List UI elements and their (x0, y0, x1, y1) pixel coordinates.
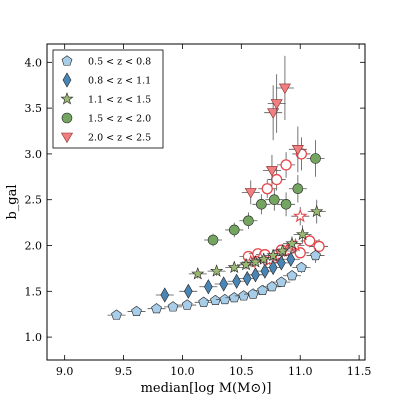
y-tick-label: 4.0 (25, 56, 43, 69)
data-point (228, 292, 240, 303)
data-point (293, 208, 308, 223)
data-point (286, 270, 298, 281)
y-tick-label: 1.0 (25, 331, 43, 344)
data-point (313, 240, 325, 253)
data-point (227, 260, 241, 274)
legend-entry: 0.5 < z < 0.8 (88, 57, 151, 68)
x-tick-label: 9.0 (56, 365, 74, 378)
series-4 (241, 55, 307, 205)
series-1 (155, 251, 300, 303)
data-point (285, 236, 299, 250)
data-points (107, 55, 329, 320)
x-axis-label: median[log M(M⊙)] (141, 381, 272, 396)
data-point (131, 305, 142, 317)
x-tick-label: 11.5 (347, 365, 372, 378)
data-point (291, 145, 304, 156)
legend-entry: 1.5 < z < 2.0 (88, 114, 151, 125)
data-point (294, 247, 306, 259)
series-0 (107, 248, 325, 320)
data-point (207, 234, 219, 246)
x-axis: 9.0 9.5 10.0 10.5 11.0 11.5 (56, 44, 371, 378)
plot-frame (46, 43, 366, 361)
y-axis: 1.0 1.5 2.0 2.5 3.0 3.5 4.0 (25, 56, 365, 344)
y-tick-label: 3.0 (25, 148, 43, 161)
data-point (269, 194, 280, 206)
data-point (268, 259, 278, 276)
data-point (244, 188, 257, 199)
data-point (160, 287, 170, 303)
y-tick-label: 2.5 (25, 194, 43, 207)
data-point (280, 159, 292, 171)
data-point (181, 299, 193, 310)
data-point (310, 249, 321, 261)
data-point (204, 279, 213, 295)
data-point (286, 251, 296, 267)
series-2 (188, 199, 326, 280)
data-point (232, 273, 241, 289)
data-point (151, 303, 162, 314)
data-point (242, 270, 252, 287)
data-point (260, 263, 270, 279)
data-point (261, 183, 273, 195)
y-tick-label: 2.0 (25, 240, 43, 253)
data-point (310, 204, 324, 218)
y-axis-label: b_gal (5, 184, 20, 219)
data-point (257, 252, 271, 265)
data-point (303, 235, 316, 247)
data-point (276, 244, 290, 257)
data-point (266, 248, 280, 262)
data-point (239, 257, 253, 271)
data-point (243, 215, 254, 227)
legend-marker (61, 112, 73, 124)
data-point (191, 267, 205, 280)
data-point (257, 284, 268, 295)
x-tick-label: 10.5 (229, 365, 254, 378)
series-3 (204, 140, 325, 247)
data-point (219, 293, 231, 305)
x-tick-label: 10.0 (170, 365, 195, 378)
legend-entry: 1.1 < z < 1.5 (88, 95, 151, 106)
data-point (271, 173, 283, 186)
data-point (280, 198, 292, 210)
data-point (167, 301, 179, 312)
data-point (228, 224, 240, 236)
legend-frame (52, 49, 164, 149)
data-point (265, 166, 278, 177)
data-point (247, 288, 259, 299)
legend-marker (62, 72, 72, 88)
data-point (210, 294, 221, 306)
data-point (296, 227, 310, 241)
legend-entry: 2.0 < z < 2.5 (88, 133, 151, 144)
data-point (267, 108, 280, 119)
data-point (251, 267, 260, 283)
x-tick-label: 9.5 (115, 365, 133, 378)
legend-entry: 0.8 < z < 1.1 (88, 76, 151, 87)
legend-marker (60, 92, 74, 105)
data-point (248, 255, 262, 268)
x-tick-label: 11.0 (288, 365, 313, 378)
data-point (183, 283, 193, 299)
data-point (111, 309, 122, 320)
data-point (256, 198, 267, 210)
data-point (278, 83, 291, 95)
y-tick-label: 3.5 (25, 102, 43, 115)
data-point (198, 296, 209, 307)
legend-marker (60, 132, 74, 144)
legend: 0.5 < z < 0.8 0.8 < z < 1.1 1.1 < z < 1.5 1… (52, 49, 164, 149)
data-point (292, 183, 304, 195)
data-point (266, 281, 278, 292)
data-point (270, 99, 283, 110)
data-point (276, 276, 287, 287)
data-point (210, 264, 224, 277)
data-point (310, 153, 321, 164)
data-point (219, 276, 229, 292)
data-point (296, 261, 307, 273)
legend-marker (61, 55, 73, 66)
y-tick-label: 1.5 (25, 285, 43, 298)
data-point (238, 290, 250, 301)
